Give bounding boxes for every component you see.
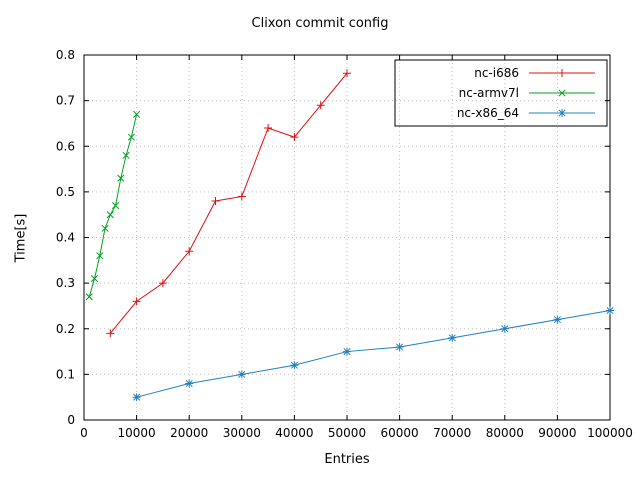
svg-text:0: 0 (67, 413, 75, 427)
svg-text:0.1: 0.1 (56, 367, 75, 381)
svg-text:100000: 100000 (587, 426, 633, 440)
svg-text:40000: 40000 (275, 426, 313, 440)
legend-label-nc-i686: nc-i686 (474, 66, 519, 80)
series-nc-x86_64 (132, 306, 614, 402)
legend: nc-i686 nc-armv7l nc-x86_64 (394, 59, 608, 127)
svg-text:0.5: 0.5 (56, 185, 75, 199)
svg-text:70000: 70000 (433, 426, 471, 440)
svg-text:20000: 20000 (170, 426, 208, 440)
svg-text:0.4: 0.4 (56, 231, 75, 245)
svg-text:0.6: 0.6 (56, 139, 75, 153)
svg-text:0.7: 0.7 (56, 94, 75, 108)
svg-text:80000: 80000 (486, 426, 524, 440)
series-nc-i686 (106, 69, 351, 338)
svg-text:90000: 90000 (538, 426, 576, 440)
svg-text:10000: 10000 (118, 426, 156, 440)
svg-text:30000: 30000 (223, 426, 261, 440)
svg-text:0: 0 (80, 426, 88, 440)
series-nc-armv7l (85, 110, 141, 301)
svg-text:0.3: 0.3 (56, 276, 75, 290)
svg-text:60000: 60000 (381, 426, 419, 440)
legend-label-nc-armv7l: nc-armv7l (459, 86, 519, 100)
chart-title: Clixon commit config (251, 16, 389, 31)
legend-label-nc-x86_64: nc-x86_64 (457, 106, 519, 120)
x-axis-label: Entries (324, 452, 370, 467)
svg-text:0.8: 0.8 (56, 48, 75, 62)
svg-text:0.2: 0.2 (56, 322, 75, 336)
svg-text:50000: 50000 (328, 426, 366, 440)
